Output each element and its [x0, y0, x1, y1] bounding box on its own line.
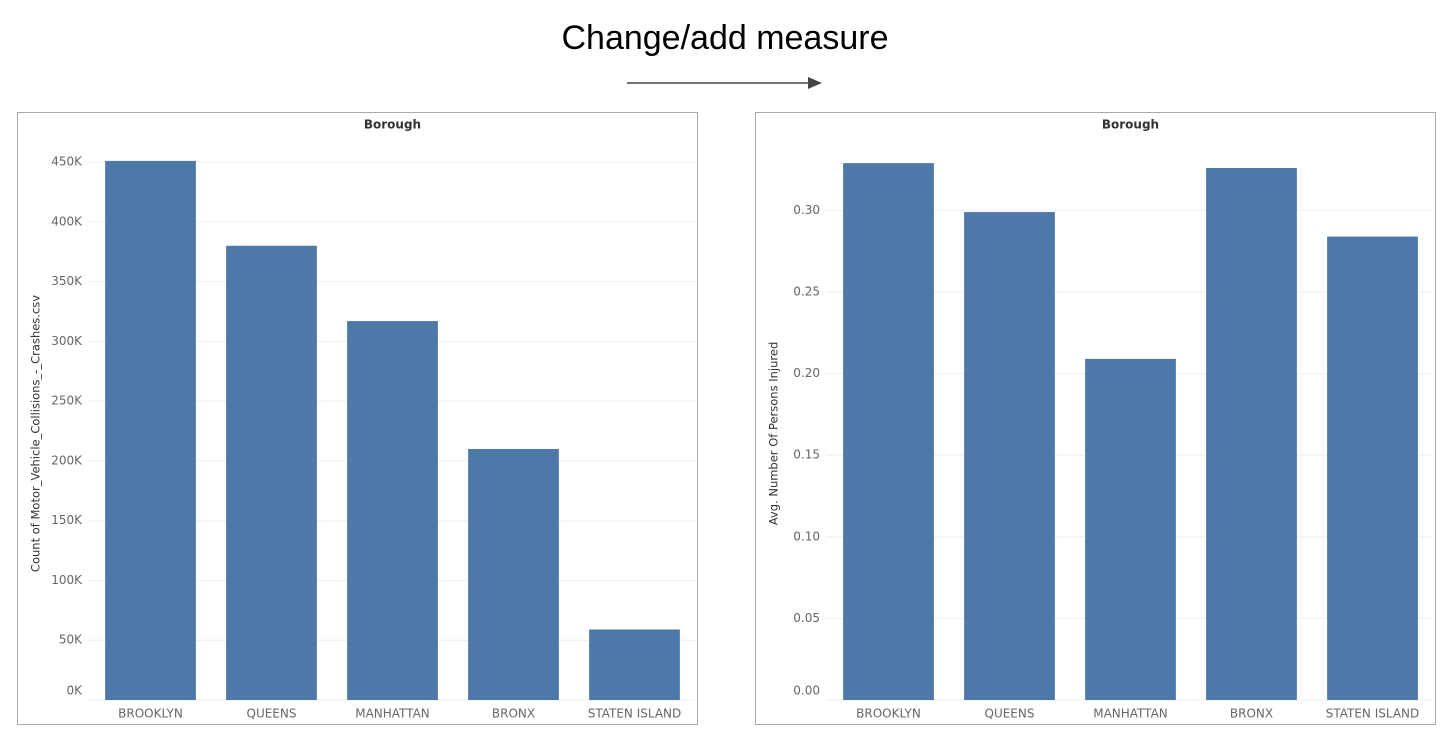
bar: [1085, 358, 1176, 700]
panel-frame: [755, 112, 1436, 725]
y-tick-label: 50K: [59, 633, 83, 647]
chart-title: Borough: [1102, 118, 1159, 132]
x-tick-label: STATEN ISLAND: [588, 707, 682, 721]
bar: [468, 448, 559, 700]
panel-frame: [17, 112, 698, 725]
x-tick-label: QUEENS: [247, 707, 297, 721]
y-tick-label: 100K: [51, 573, 83, 587]
y-tick-label: 150K: [51, 513, 83, 527]
page-title: Change/add measure: [561, 19, 888, 57]
y-tick-label: 450K: [51, 155, 83, 169]
x-tick-label: BRONX: [492, 707, 535, 721]
y-tick-label: 0.15: [793, 448, 820, 462]
y-tick-label: 250K: [51, 394, 83, 408]
x-tick-label: MANHATTAN: [355, 707, 430, 721]
y-tick-label: 350K: [51, 274, 83, 288]
bar: [843, 163, 934, 701]
y-tick-label: 0.05: [793, 611, 820, 625]
bar: [1206, 168, 1297, 700]
y-tick-label: 0.10: [793, 529, 820, 543]
x-tick-label: BROOKLYN: [118, 707, 183, 721]
y-tick-label: 200K: [51, 453, 83, 467]
bar: [1327, 236, 1418, 700]
y-tick-label: 0.20: [793, 366, 820, 380]
y-tick-label: 0.25: [793, 285, 820, 299]
y-tick-label: 0K: [66, 684, 83, 698]
bar: [226, 245, 317, 700]
x-tick-label: BROOKLYN: [856, 707, 921, 721]
y-tick-label: 0.30: [793, 203, 820, 217]
chart-title: Borough: [364, 118, 421, 132]
x-tick-label: MANHATTAN: [1093, 707, 1168, 721]
x-tick-label: QUEENS: [985, 707, 1035, 721]
y-tick-label: 0.00: [793, 684, 820, 698]
y-axis-label: Count of Motor_Vehicle_Collisions_-_Cras…: [29, 295, 43, 572]
bar: [347, 321, 438, 700]
bar: [589, 629, 680, 700]
x-tick-label: BRONX: [1230, 707, 1273, 721]
y-axis-label: Avg. Number Of Persons Injured: [767, 342, 781, 526]
x-tick-label: STATEN ISLAND: [1326, 707, 1420, 721]
bar: [105, 160, 196, 700]
y-tick-label: 300K: [51, 334, 83, 348]
y-tick-label: 400K: [51, 214, 83, 228]
bar: [964, 212, 1055, 701]
arrow-head: [808, 77, 822, 89]
